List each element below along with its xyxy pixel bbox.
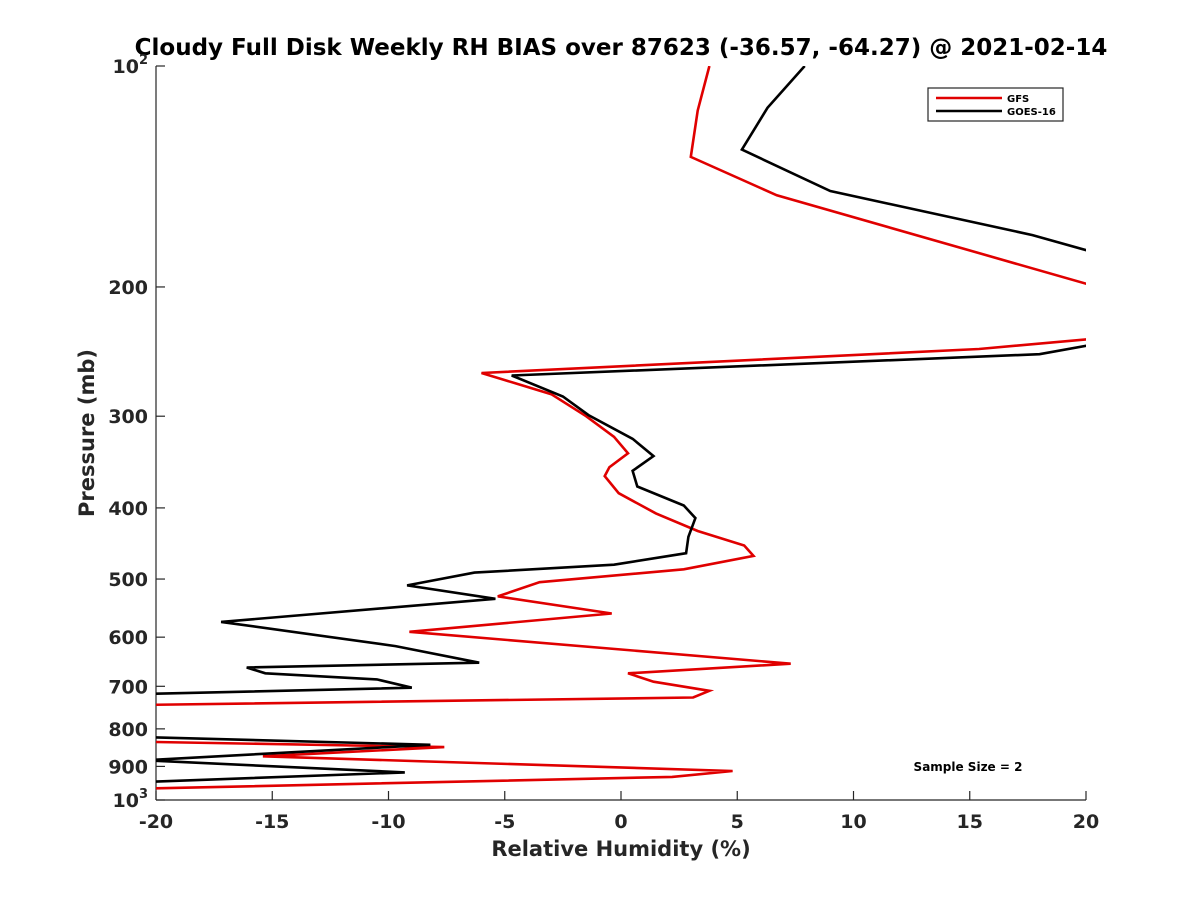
x-tick-label: 0: [614, 811, 627, 833]
series-line-gfs: [156, 66, 1086, 790]
x-tick-label: -5: [494, 811, 515, 833]
y-tick-label: 900: [108, 756, 148, 778]
x-tick-label: 20: [1073, 811, 1099, 833]
y-tick-exponent: 2: [139, 53, 148, 68]
y-tick-label: 200: [108, 277, 148, 299]
y-axis-label: Pressure (mb): [75, 349, 99, 517]
x-tick-label: -15: [255, 811, 289, 833]
y-tick-label: 700: [108, 676, 148, 698]
legend-label: GFS: [1007, 94, 1029, 105]
y-tick-label: 400: [108, 498, 148, 520]
x-tick-label: -20: [139, 811, 173, 833]
y-tick-label: 102: [113, 53, 149, 78]
x-tick-label: -10: [371, 811, 405, 833]
axes: -20 -15 -10 -5 0 5 10 15 20102200300400500600700…: [108, 53, 1099, 833]
legend: GFS GOES-16: [927, 87, 1064, 122]
legend-label: GOES-16: [1007, 107, 1056, 118]
y-tick-base: 10: [113, 56, 139, 78]
y-tick-base: 10: [113, 790, 139, 812]
series-line-goes-16: [156, 66, 1086, 783]
y-tick-label: 600: [108, 627, 148, 649]
y-tick-label: 800: [108, 719, 148, 741]
y-tick-label: 103: [113, 787, 149, 812]
y-tick-label: 500: [108, 569, 148, 591]
sample-size-annotation: Sample Size = 2: [914, 760, 1023, 774]
x-tick-label: 10: [840, 811, 866, 833]
x-tick-label: 5: [731, 811, 744, 833]
legend-box: [927, 87, 1064, 122]
series-layer: [156, 66, 1086, 790]
y-tick-label: 300: [108, 406, 148, 428]
chart-title: Cloudy Full Disk Weekly RH BIAS over 876…: [135, 35, 1108, 61]
x-tick-label: 15: [957, 811, 983, 833]
y-tick-exponent: 3: [139, 787, 148, 802]
x-axis-label: Relative Humidity (%): [491, 837, 750, 861]
